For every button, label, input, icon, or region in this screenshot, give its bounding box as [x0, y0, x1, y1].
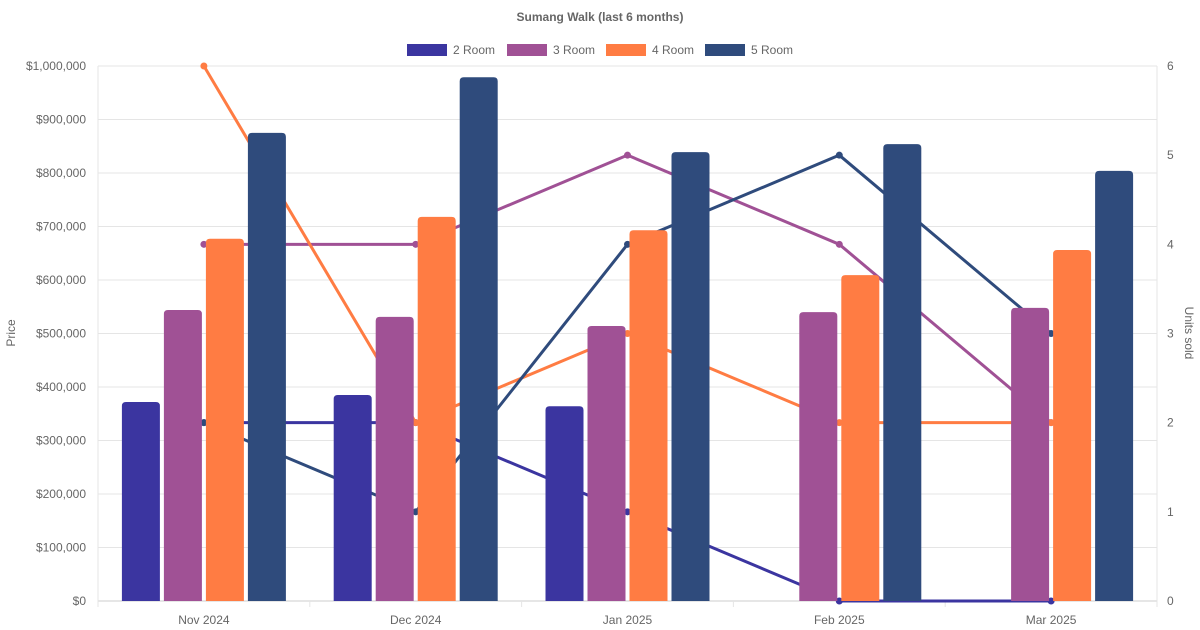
bar-5-room [247, 132, 286, 601]
y-tick-label: $0 [73, 594, 87, 608]
legend-swatch [507, 44, 547, 56]
line-3-room [203, 153, 1053, 424]
x-tick-label: Feb 2025 [814, 613, 865, 627]
line-point [412, 508, 420, 516]
x-tick-label: Jan 2025 [603, 613, 653, 627]
x-tick-label: Mar 2025 [1026, 613, 1077, 627]
bar-4-room [205, 238, 244, 601]
bar-2-room [545, 406, 584, 601]
y-tick-label: $800,000 [36, 166, 86, 180]
y2-tick-label: 1 [1167, 505, 1174, 519]
y2-tick-label: 3 [1167, 327, 1174, 341]
legend-label: 4 Room [652, 43, 694, 57]
line-point [200, 240, 208, 248]
y-tick-label: $500,000 [36, 327, 86, 341]
line-point [624, 508, 631, 516]
bar-2-room [121, 401, 160, 601]
line-point [200, 419, 208, 427]
bar-5-room [459, 77, 498, 602]
line-point [624, 330, 631, 337]
y-tick-label: $400,000 [36, 380, 86, 394]
legend-label: 5 Room [751, 43, 793, 57]
y-axis-title: Price [4, 319, 18, 347]
y-tick-label: $200,000 [36, 487, 86, 501]
y-tick-label: $600,000 [36, 273, 86, 287]
line-point [200, 62, 208, 70]
bar-5-room [671, 152, 710, 601]
y2-axis-title: Units sold [1182, 307, 1196, 360]
x-tick-label: Dec 2024 [390, 613, 442, 627]
bar-3-room [375, 316, 414, 601]
line-point [835, 419, 843, 427]
line-point [412, 240, 420, 248]
bar-4-room [841, 275, 880, 601]
x-tick-label: Nov 2024 [178, 613, 230, 627]
y-tick-label: $700,000 [36, 220, 86, 234]
y2-tick-label: 4 [1167, 237, 1174, 251]
bar-5-room [883, 144, 922, 602]
line-point [1047, 419, 1055, 427]
legend-label: 3 Room [553, 43, 595, 57]
line-point [1047, 597, 1055, 605]
legend-label: 2 Room [453, 43, 495, 57]
y2-tick-label: 5 [1167, 148, 1174, 162]
legend-swatch [606, 44, 646, 56]
y-tick-label: $300,000 [36, 434, 86, 448]
bar-4-room [417, 216, 456, 601]
bar-4-room [629, 230, 668, 601]
y-tick-label: $1,000,000 [26, 59, 86, 73]
bar-5-room [1095, 170, 1134, 602]
line-point [624, 240, 631, 248]
line-point [835, 240, 843, 248]
line-point [1047, 330, 1055, 337]
legend-swatch [705, 44, 745, 56]
y2-tick-label: 6 [1167, 59, 1174, 73]
bar-3-room [587, 326, 626, 601]
bar-3-room [1011, 307, 1050, 601]
y2-tick-label: 0 [1167, 594, 1174, 608]
chart-title: Sumang Walk (last 6 months) [517, 10, 684, 24]
line-point [412, 419, 420, 427]
line-point [835, 151, 843, 159]
bar-3-room [163, 309, 202, 601]
bar-4-room [1053, 250, 1092, 602]
line-point [624, 151, 631, 159]
legend-swatch [407, 44, 447, 56]
bar-3-room [799, 312, 838, 601]
y-tick-label: $900,000 [36, 113, 86, 127]
y-tick-label: $100,000 [36, 541, 86, 555]
line-point [835, 597, 843, 605]
y2-tick-label: 2 [1167, 416, 1174, 430]
bar-2-room [333, 395, 372, 601]
